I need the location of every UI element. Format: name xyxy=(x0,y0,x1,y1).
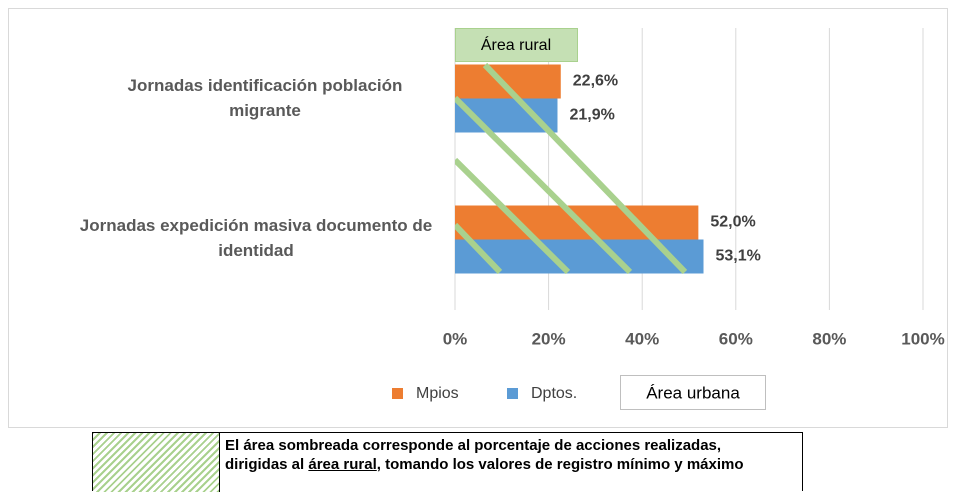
category-label: Jornadas expedición masiva documento de … xyxy=(79,216,433,260)
rural-label: Área rural xyxy=(481,35,551,54)
rural-stripes xyxy=(455,62,688,274)
legend-swatch xyxy=(392,388,403,399)
x-tick-label: 0% xyxy=(443,329,468,348)
legend: Mpios Dptos. xyxy=(392,385,577,402)
bar xyxy=(455,64,561,99)
note-text: El área sombreada corresponde al porcent… xyxy=(225,437,744,474)
category-wrap: Jornadas identificación población migran… xyxy=(90,73,440,123)
stripe xyxy=(482,62,688,274)
stripe xyxy=(455,95,633,274)
urban-label: Área urbana xyxy=(646,383,740,402)
x-tick-label: 40% xyxy=(625,329,659,348)
legend-swatch xyxy=(507,388,518,399)
note-part: dirigidas al xyxy=(225,455,309,473)
stripe xyxy=(455,222,503,274)
note-line: El área sombreada corresponde al porcent… xyxy=(225,437,722,454)
value-label: 21,9% xyxy=(569,107,614,124)
x-tick-label: 80% xyxy=(812,329,846,348)
note-underlined: área rural xyxy=(308,455,377,473)
rural-label-box xyxy=(455,28,578,62)
chart: 0% 20% 40% 60% 80% 100% 22,6%21,9%52,0%53,1% … xyxy=(8,8,948,428)
urban-label-box xyxy=(620,375,766,410)
value-label: 52,0% xyxy=(710,214,755,231)
note-part: , tomando los valores de registro mínimo… xyxy=(376,455,744,473)
legend-label: Mpios xyxy=(416,385,459,402)
x-tick-label: 100% xyxy=(901,329,944,348)
note-hatch xyxy=(93,433,220,492)
stripe xyxy=(455,157,571,274)
x-tick-label: 20% xyxy=(532,329,566,348)
category-label: Jornadas identificación población migran… xyxy=(127,76,403,120)
note-box: El área sombreada corresponde al porcent… xyxy=(92,432,803,492)
value-label: 53,1% xyxy=(716,248,761,265)
x-tick-label: 60% xyxy=(719,329,753,348)
category-wrap: Jornadas expedición masiva documento de … xyxy=(72,213,440,263)
legend-label: Dptos. xyxy=(531,385,577,402)
value-label: 22,6% xyxy=(573,73,618,90)
